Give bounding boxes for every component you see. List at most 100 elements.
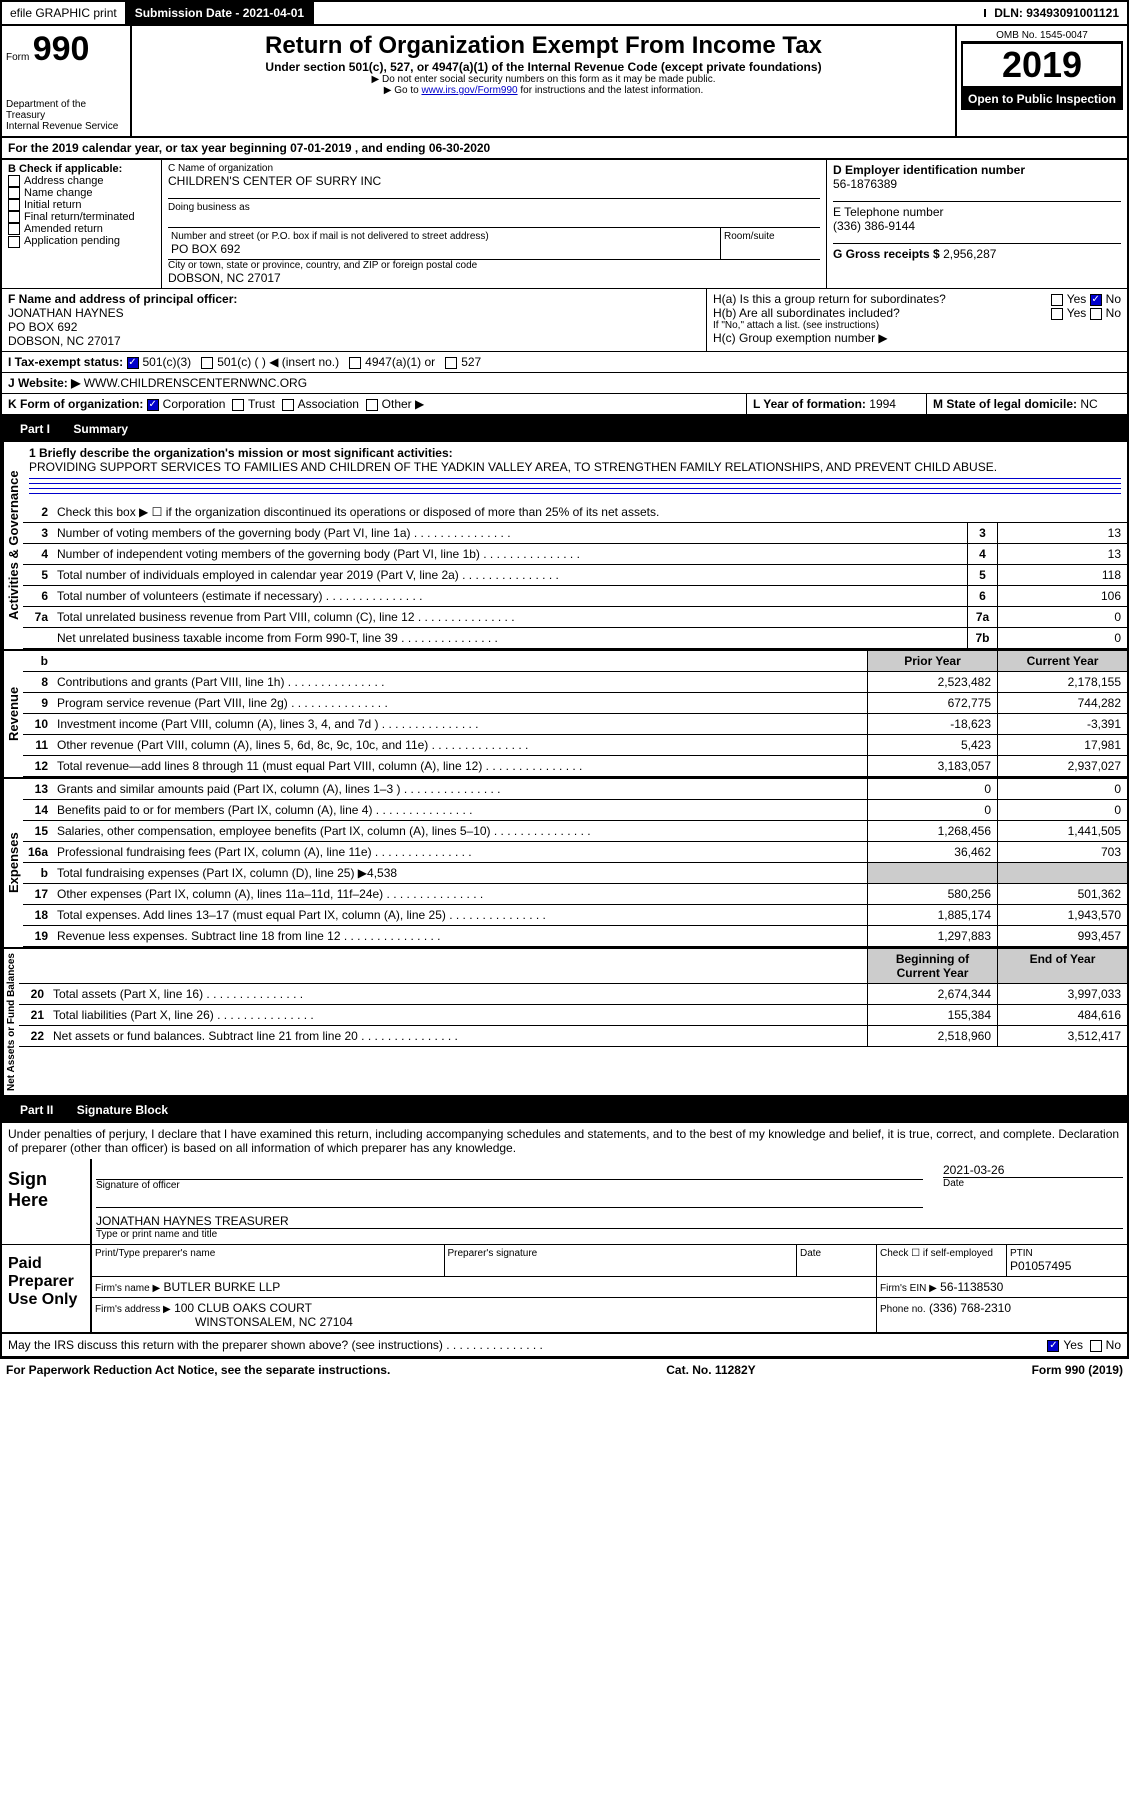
boy-header: Beginning of Current Year — [867, 949, 997, 983]
dept-label: Department of the Treasury Internal Reve… — [6, 99, 126, 132]
city-label: City or town, state or province, country… — [168, 260, 820, 271]
expense-line: bTotal fundraising expenses (Part IX, co… — [23, 863, 1127, 884]
ein-value: 56-1876389 — [833, 177, 1121, 191]
firm-ein: 56-1138530 — [940, 1280, 1003, 1294]
room-label: Room/suite — [720, 228, 820, 259]
form-org-label: K Form of organization: — [8, 397, 143, 411]
tax-period: For the 2019 calendar year, or tax year … — [0, 138, 1129, 160]
part-2-header: Part II Signature Block — [0, 1097, 1129, 1123]
submission-date: Submission Date - 2021-04-01 — [127, 2, 314, 24]
expense-line: 18Total expenses. Add lines 13–17 (must … — [23, 905, 1127, 926]
omb-number: OMB No. 1545-0047 — [961, 30, 1123, 42]
check-option[interactable]: Amended return — [8, 223, 155, 235]
form-header: Form 990 Department of the Treasury Inte… — [0, 26, 1129, 138]
firm-label: Firm's name ▶ — [95, 1283, 160, 1294]
mission-question: 1 Briefly describe the organization's mi… — [29, 446, 1121, 460]
ptin-value: P01057495 — [1010, 1259, 1124, 1273]
governance-line: 5Total number of individuals employed in… — [23, 565, 1127, 586]
hc-label: H(c) Group exemption number ▶ — [713, 331, 1121, 345]
check-option[interactable]: Initial return — [8, 199, 155, 211]
check-option[interactable]: Application pending — [8, 235, 155, 247]
governance-line: 4Number of independent voting members of… — [23, 544, 1127, 565]
sig-name-label: Type or print name and title — [96, 1228, 1123, 1240]
hb-label: H(b) Are all subordinates included? — [713, 306, 900, 320]
footer-left: For Paperwork Reduction Act Notice, see … — [6, 1363, 390, 1377]
revenue-line: 11Other revenue (Part VIII, column (A), … — [23, 735, 1127, 756]
open-inspection: Open to Public Inspection — [961, 88, 1123, 110]
revenue-line: 9Program service revenue (Part VIII, lin… — [23, 693, 1127, 714]
year-formation: 1994 — [869, 397, 896, 411]
website-label: J Website: ▶ — [8, 376, 80, 390]
footer: For Paperwork Reduction Act Notice, see … — [0, 1358, 1129, 1381]
governance-line: 6Total number of volunteers (estimate if… — [23, 586, 1127, 607]
section-b-label: B Check if applicable: — [8, 163, 155, 175]
firm-ein-label: Firm's EIN ▶ — [880, 1283, 937, 1294]
form-number: 990 — [33, 30, 90, 68]
h-note: If "No," attach a list. (see instruction… — [713, 320, 1121, 331]
tax-year: 2019 — [961, 42, 1123, 88]
prior-year-header: Prior Year — [867, 651, 997, 671]
prep-sig-label: Preparer's signature — [445, 1245, 798, 1276]
side-netassets: Net Assets or Fund Balances — [2, 949, 19, 1095]
line-2: Check this box ▶ ☐ if the organization d… — [51, 502, 1127, 522]
sig-officer-label: Signature of officer — [96, 1179, 923, 1191]
firm-addr-label: Firm's address ▶ — [95, 1304, 171, 1315]
netassets-line: 22Net assets or fund balances. Subtract … — [19, 1026, 1127, 1047]
check-option[interactable]: Name change — [8, 187, 155, 199]
firm-addr: 100 CLUB OAKS COURT — [174, 1301, 312, 1315]
efile-label: efile GRAPHIC print — [2, 2, 127, 24]
expense-line: 14Benefits paid to or for members (Part … — [23, 800, 1127, 821]
domicile-label: M State of legal domicile: — [933, 397, 1077, 411]
netassets-line: 20Total assets (Part X, line 16)2,674,34… — [19, 984, 1127, 1005]
eoy-header: End of Year — [997, 949, 1127, 983]
footer-mid: Cat. No. 11282Y — [666, 1363, 755, 1377]
addr-label: Number and street (or P.O. box if mail i… — [171, 231, 717, 242]
prep-name-label: Print/Type preparer's name — [92, 1245, 445, 1276]
dba-label: Doing business as — [168, 198, 820, 213]
tax-status-label: I Tax-exempt status: — [8, 355, 123, 369]
phone-label: E Telephone number — [833, 201, 1121, 219]
penalties-text: Under penalties of perjury, I declare th… — [0, 1123, 1129, 1159]
part-1-header: Part I Summary — [0, 416, 1129, 442]
note-ssn: ▶ Do not enter social security numbers o… — [138, 74, 949, 85]
sig-date: 2021-03-26 — [943, 1163, 1123, 1177]
side-expenses: Expenses — [2, 779, 23, 947]
form-subtitle: Under section 501(c), 527, or 4947(a)(1)… — [138, 60, 949, 74]
ein-label: D Employer identification number — [833, 163, 1121, 177]
footer-right: Form 990 (2019) — [1032, 1363, 1123, 1377]
phone-value: (336) 386-9144 — [833, 219, 1121, 233]
mission-text: PROVIDING SUPPORT SERVICES TO FAMILIES A… — [29, 460, 1121, 474]
officer-name: JONATHAN HAYNES — [8, 306, 700, 320]
prep-check-label: Check ☐ if self-employed — [877, 1245, 1007, 1276]
gross-value: 2,956,287 — [943, 247, 996, 261]
gross-label: G Gross receipts $ — [833, 247, 940, 261]
side-governance: Activities & Governance — [2, 442, 23, 649]
org-name: CHILDREN'S CENTER OF SURRY INC — [168, 174, 820, 188]
year-formation-label: L Year of formation: — [753, 397, 866, 411]
netassets-line: 21Total liabilities (Part X, line 26)155… — [19, 1005, 1127, 1026]
top-bar: efile GRAPHIC print Submission Date - 20… — [0, 0, 1129, 26]
check-option[interactable]: Final return/terminated — [8, 211, 155, 223]
firm-phone-label: Phone no. — [880, 1304, 926, 1315]
governance-line: Net unrelated business taxable income fr… — [23, 628, 1127, 649]
governance-line: 3Number of voting members of the governi… — [23, 523, 1127, 544]
side-revenue: Revenue — [2, 651, 23, 777]
dln: DLN: 93493091001121 — [986, 2, 1127, 24]
sign-here-label: Sign Here — [2, 1159, 92, 1244]
officer-addr2: DOBSON, NC 27017 — [8, 334, 700, 348]
revenue-line: 8Contributions and grants (Part VIII, li… — [23, 672, 1127, 693]
org-city: DOBSON, NC 27017 — [168, 271, 820, 285]
revenue-line: 12Total revenue—add lines 8 through 11 (… — [23, 756, 1127, 777]
officer-addr1: PO BOX 692 — [8, 320, 700, 334]
preparer-label: Paid Preparer Use Only — [2, 1245, 92, 1332]
check-option[interactable]: Address change — [8, 175, 155, 187]
ptin-label: PTIN — [1010, 1248, 1124, 1259]
prep-date-label: Date — [797, 1245, 877, 1276]
expense-line: 17Other expenses (Part IX, column (A), l… — [23, 884, 1127, 905]
name-label: C Name of organization — [168, 163, 820, 174]
current-year-header: Current Year — [997, 651, 1127, 671]
website-value: WWW.CHILDRENSCENTERNWNC.ORG — [84, 376, 307, 390]
org-info-block: B Check if applicable: Address changeNam… — [0, 160, 1129, 289]
expense-line: 13Grants and similar amounts paid (Part … — [23, 779, 1127, 800]
irs-link[interactable]: www.irs.gov/Form990 — [421, 85, 517, 96]
